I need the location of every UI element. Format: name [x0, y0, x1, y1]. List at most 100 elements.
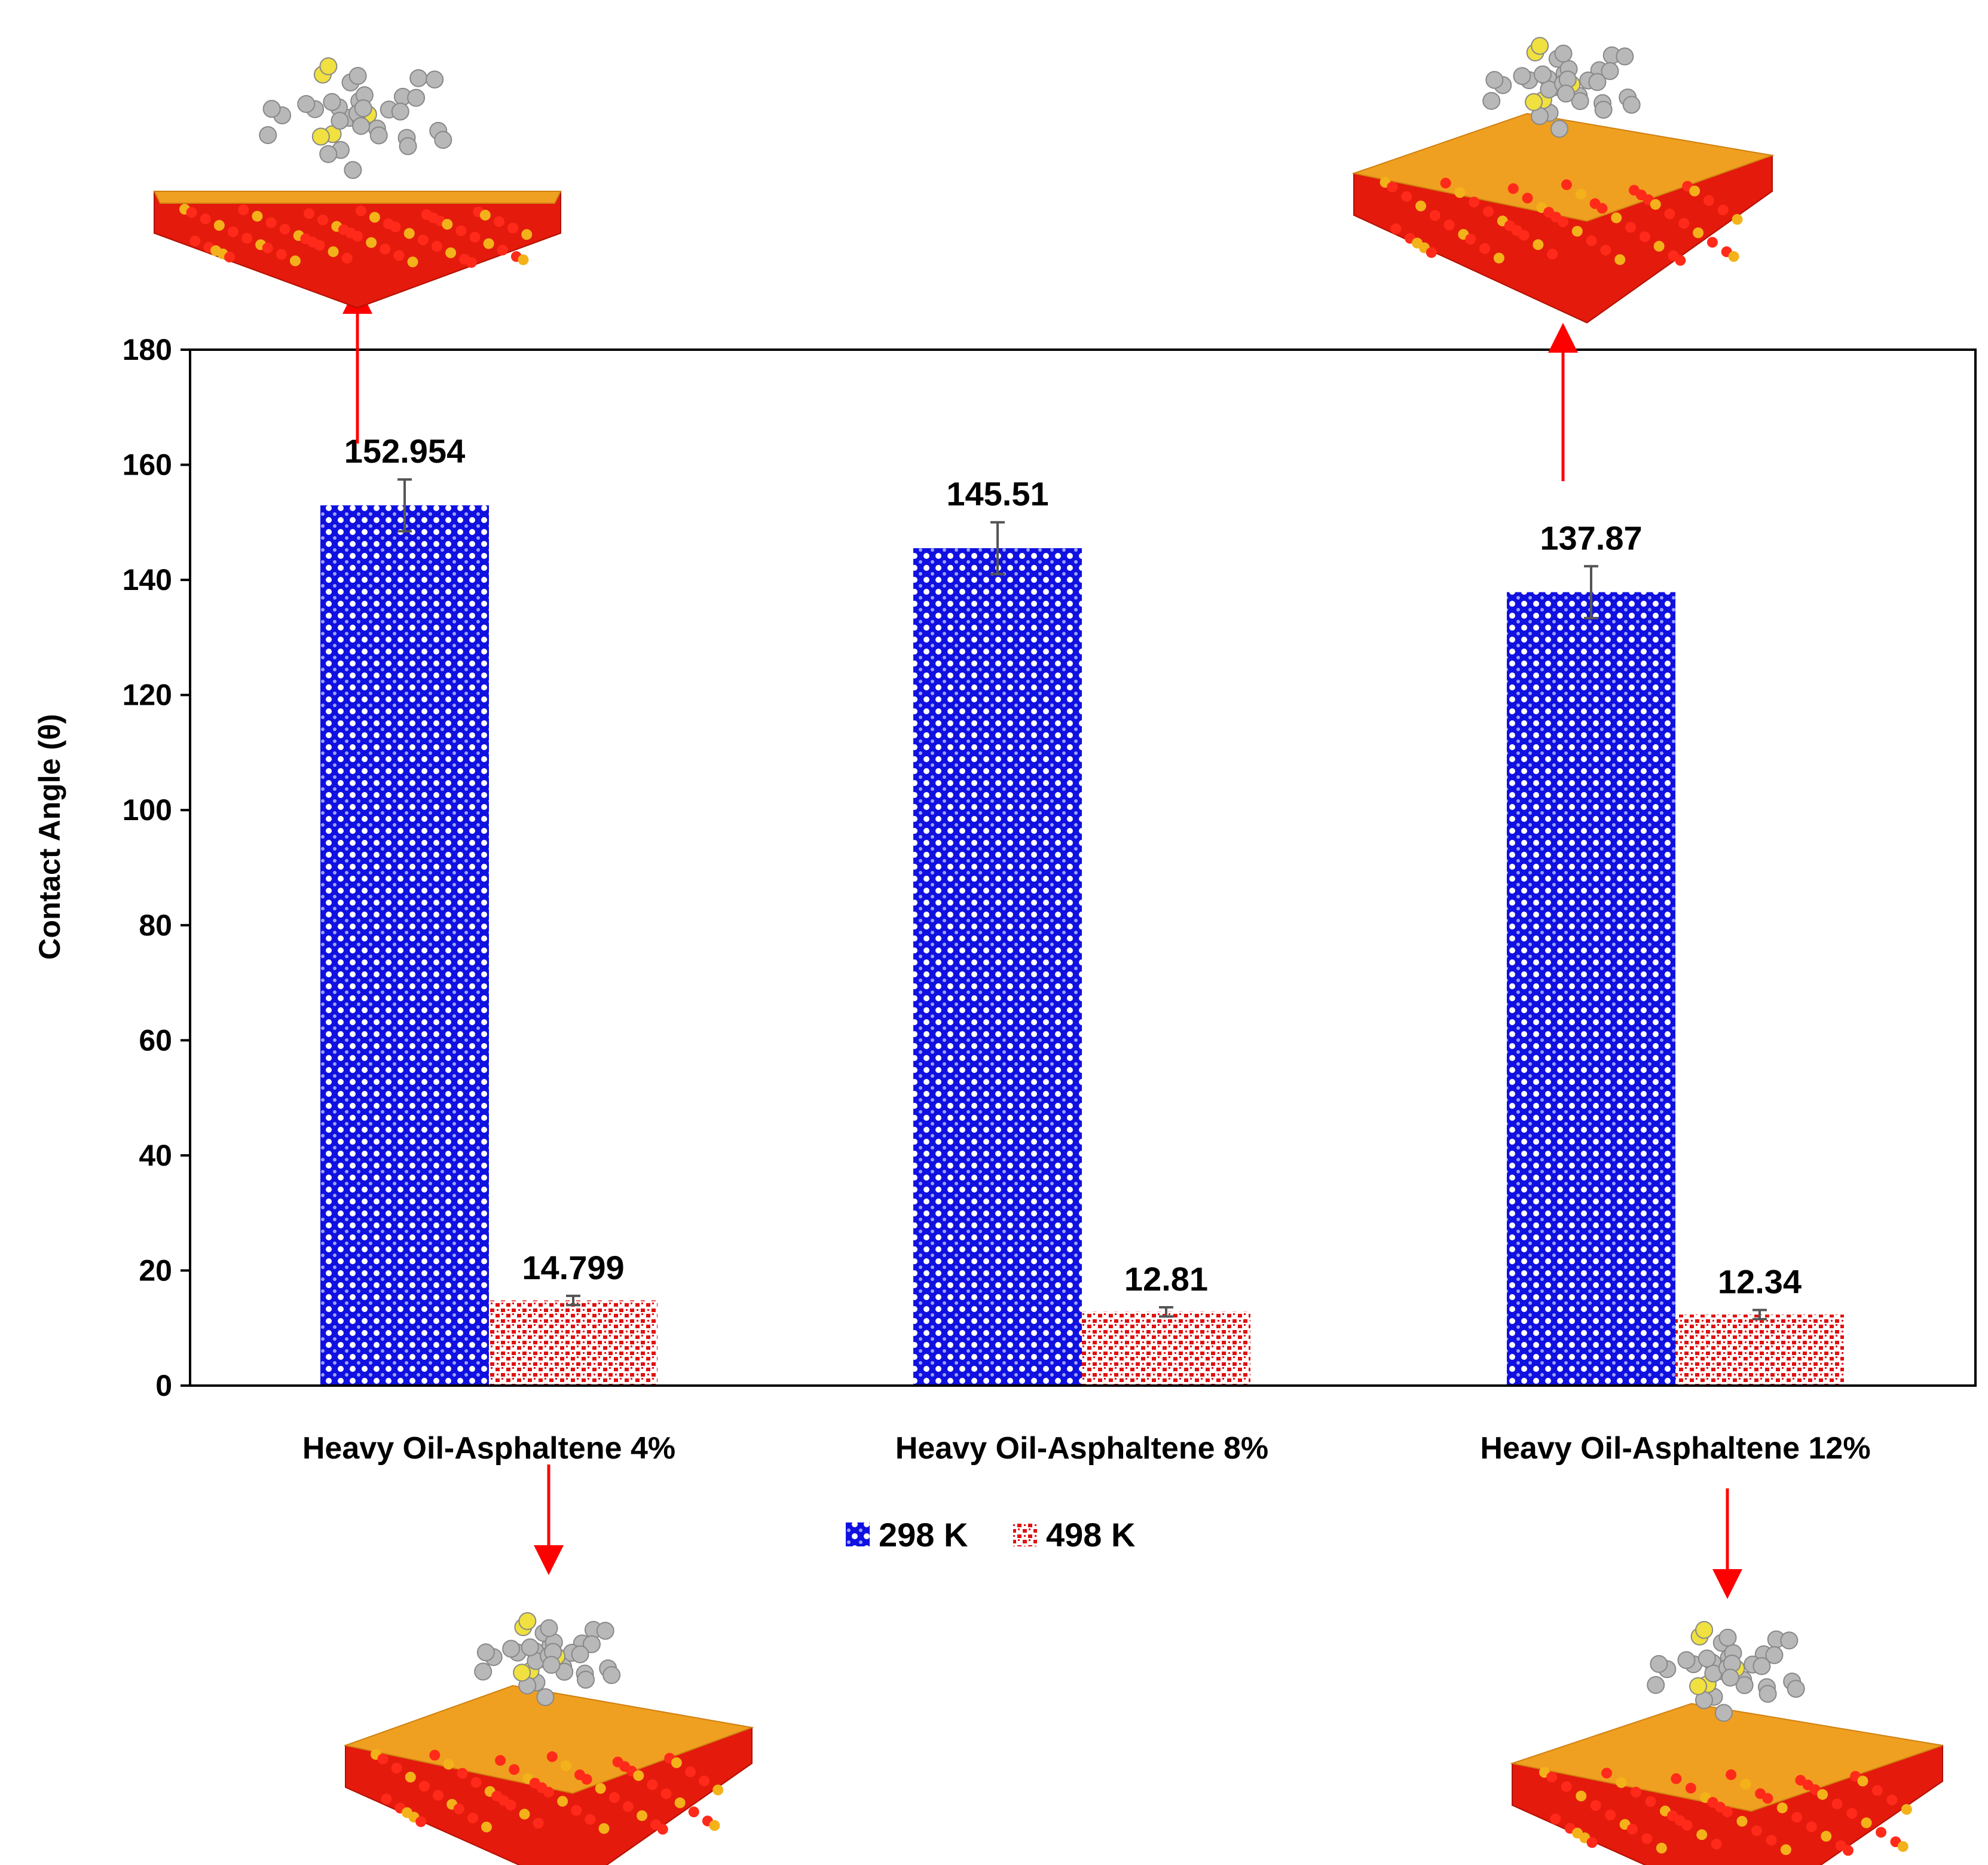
- atom: [1543, 207, 1555, 218]
- atom: [1736, 1815, 1748, 1827]
- atom: [1469, 197, 1480, 207]
- atom: [1897, 1841, 1909, 1852]
- atom: [381, 1793, 392, 1805]
- atom: [657, 1824, 668, 1835]
- atom: [213, 220, 225, 231]
- atom: [1443, 219, 1455, 231]
- atom: [1635, 189, 1647, 201]
- atom: [403, 228, 415, 239]
- atom: [224, 252, 235, 263]
- atom: [529, 1778, 540, 1789]
- y-tick-label: 160: [123, 448, 172, 482]
- atom: [1791, 1812, 1803, 1823]
- atom: [1656, 1842, 1667, 1854]
- atom: [1504, 220, 1515, 231]
- atom: [355, 205, 366, 216]
- asphaltene-atom: [319, 57, 338, 75]
- atom: [1780, 1844, 1791, 1855]
- asphaltene-atom: [1698, 1649, 1716, 1668]
- y-tick-label: 40: [139, 1139, 172, 1172]
- asphaltene-atom: [540, 1619, 558, 1637]
- atom: [366, 237, 377, 248]
- atom: [352, 231, 363, 241]
- asphaltene-atom: [352, 117, 371, 135]
- atom: [557, 1796, 568, 1807]
- atom: [443, 1759, 454, 1770]
- slab-surface: [153, 191, 562, 204]
- asphaltene-atom: [354, 99, 372, 118]
- atom: [479, 209, 491, 221]
- y-tick-label: 0: [155, 1369, 172, 1402]
- data-label-4pct-498k: 14.799: [522, 1249, 624, 1286]
- atom: [470, 1777, 482, 1788]
- asphaltene-atom: [518, 1612, 537, 1631]
- atom: [637, 1810, 648, 1821]
- atom: [684, 1766, 696, 1778]
- atom: [1901, 1804, 1912, 1815]
- atom: [1493, 252, 1504, 264]
- x-category-label: Heavy Oil-Asphaltene 8%: [895, 1431, 1268, 1466]
- atom: [598, 1823, 610, 1834]
- atom: [505, 1799, 516, 1811]
- atom: [391, 1762, 402, 1774]
- legend-swatch-498k: [1013, 1522, 1037, 1546]
- plot-frame: [189, 348, 1977, 1387]
- atom: [402, 1807, 413, 1818]
- atom: [1817, 1788, 1828, 1800]
- atom: [415, 1816, 427, 1827]
- atom: [1653, 240, 1665, 252]
- atom: [1440, 178, 1451, 189]
- asphaltene-atom: [571, 1645, 589, 1664]
- asphaltene-atom: [1525, 93, 1543, 111]
- atom: [1611, 212, 1622, 224]
- data-label-12pct-298k: 137.87: [1540, 519, 1642, 557]
- atom: [1426, 247, 1437, 258]
- atom: [445, 247, 457, 258]
- atom: [428, 212, 439, 224]
- atom: [1600, 244, 1611, 256]
- asphaltene-atom: [259, 126, 277, 145]
- atom: [622, 1801, 634, 1812]
- atom: [495, 1755, 506, 1766]
- atom: [1571, 225, 1583, 237]
- atom: [289, 255, 301, 267]
- molecular-snapshot-12pct-498k: [1510, 1621, 1943, 1865]
- atom: [1558, 216, 1568, 227]
- atom: [521, 229, 533, 240]
- asphaltene-atom: [297, 94, 316, 113]
- atom: [1547, 249, 1558, 260]
- atom: [276, 249, 287, 260]
- atom: [647, 1779, 658, 1790]
- atom: [1776, 1802, 1788, 1814]
- atom: [1831, 1798, 1843, 1809]
- atom: [1465, 234, 1476, 245]
- atom: [1561, 179, 1572, 190]
- atom: [429, 1750, 441, 1761]
- asphaltene-atom: [1482, 91, 1501, 110]
- asphaltene-atom: [1718, 1628, 1737, 1647]
- atom: [1821, 1830, 1832, 1842]
- asphaltene-atom: [582, 1635, 601, 1653]
- atom: [1645, 1796, 1656, 1807]
- asphaltene-atom: [323, 93, 341, 111]
- y-tick-label: 80: [139, 909, 172, 942]
- atom: [1861, 1817, 1872, 1829]
- atom: [1626, 1824, 1638, 1835]
- asphaltene-atom: [1513, 67, 1531, 85]
- atom: [200, 213, 211, 225]
- atom: [1678, 218, 1690, 229]
- atom: [189, 236, 201, 247]
- asphaltene-atom: [1695, 1621, 1714, 1639]
- asphaltene-atom: [1721, 1668, 1739, 1687]
- atom: [1696, 1829, 1708, 1840]
- y-tick-label: 140: [123, 563, 172, 597]
- atom: [518, 254, 529, 265]
- asphaltene-atom: [1594, 100, 1613, 119]
- asphaltene-atom: [1622, 96, 1641, 114]
- asphaltene-atom: [426, 70, 444, 88]
- atom: [1706, 237, 1718, 248]
- atom: [304, 208, 315, 219]
- legend: 298 K 498 K: [846, 1516, 1135, 1554]
- atom: [1722, 1806, 1733, 1817]
